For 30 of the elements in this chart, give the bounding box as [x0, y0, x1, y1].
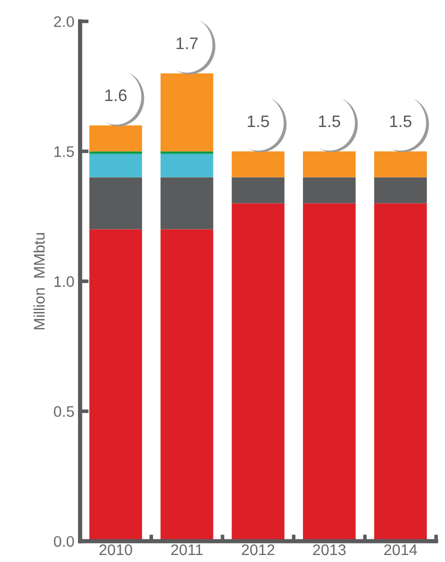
y-tick-label: 1.0 [54, 276, 74, 287]
x-tick-label: 2012 [242, 544, 274, 556]
total-label: 1.5 [318, 116, 340, 128]
x-tick-label: 2011 [171, 544, 203, 556]
x-tick-label: 2014 [384, 544, 418, 556]
x-tick-label: 2010 [99, 544, 132, 556]
total-label: 1.7 [176, 38, 198, 50]
x-tick-label: 2013 [313, 544, 346, 556]
bar [89, 177, 142, 230]
total-label: 1.6 [105, 89, 127, 102]
bar [374, 203, 427, 542]
total-label: 1.5 [390, 116, 412, 128]
y-tick-label: 2.0 [54, 16, 74, 28]
bar [160, 177, 214, 230]
bar [160, 154, 214, 178]
bar [374, 177, 427, 204]
bar [89, 229, 142, 542]
y-axis-title: Million MMbtu [34, 233, 45, 330]
bar [302, 177, 356, 204]
bar [232, 177, 284, 204]
bar [89, 154, 142, 178]
bar [160, 229, 214, 542]
y-tick-label: 1.5 [54, 146, 74, 158]
total-label: 1.5 [248, 116, 269, 128]
y-tick-label: 0.5 [54, 406, 74, 417]
bar [232, 203, 284, 542]
bar [160, 151, 214, 154]
bar [302, 203, 356, 542]
y-tick-label: 0.0 [54, 536, 74, 547]
bar [89, 151, 142, 154]
